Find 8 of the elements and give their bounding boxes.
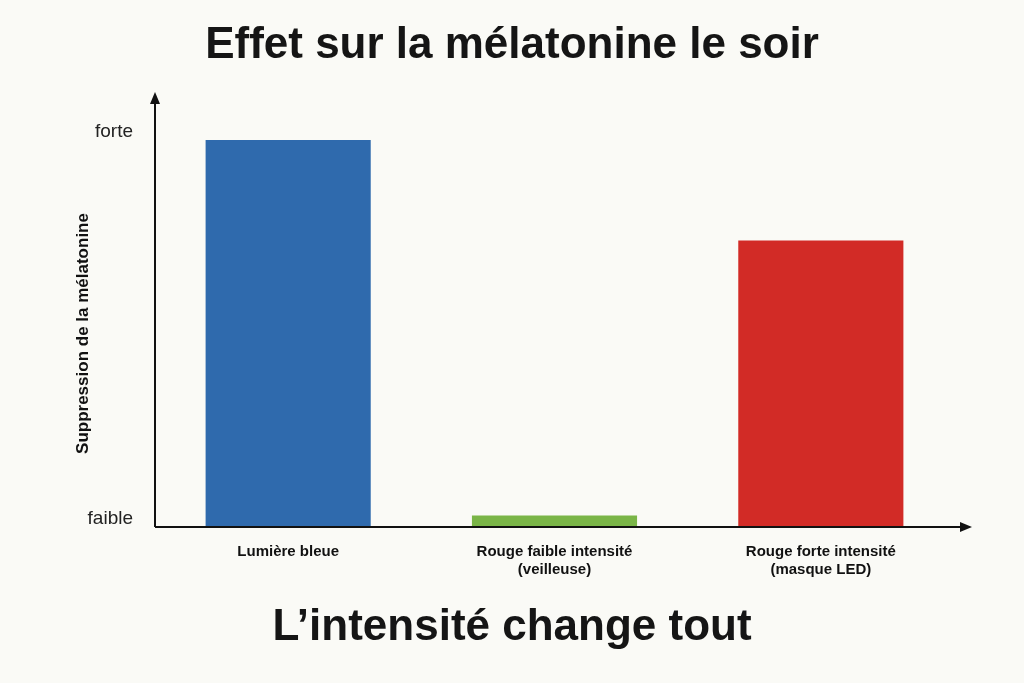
y-axis-title: Suppression de la mélatonine [72,213,92,454]
x-tick-label: Rouge forte intensité (masque LED) [745,542,896,578]
text: forte [94,120,133,142]
x-tick-label: Rouge faible intensité (veilleuse) [476,542,633,578]
text: L’intensité change tout [271,600,753,650]
text: faible [87,507,133,529]
x-tick-label: Lumière bleue [237,542,340,560]
chart-title: Effet sur la mélatonine le soir [204,18,820,68]
